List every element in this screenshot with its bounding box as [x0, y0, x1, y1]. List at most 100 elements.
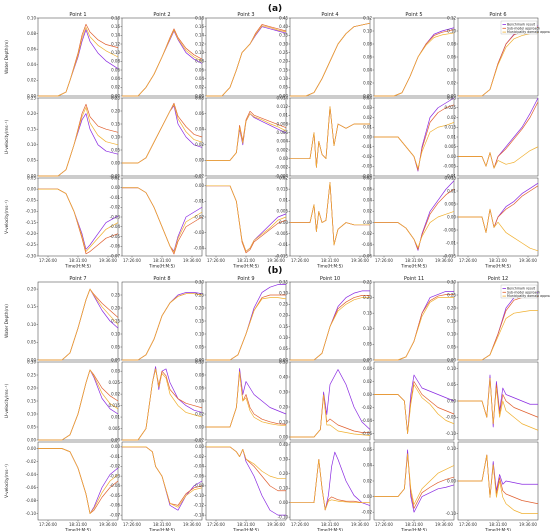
- x-tick-label: 17:26:00: [39, 522, 57, 527]
- series-benchmark: [122, 366, 203, 441]
- y-tick-label: -0.03: [110, 473, 121, 478]
- series-submodel: [38, 23, 119, 97]
- series-submodel: [374, 453, 455, 509]
- y-tick-label: 0.20: [27, 385, 36, 390]
- x-tick-label: 18:31:00: [153, 258, 171, 263]
- y-tick-label: -0.01: [446, 240, 457, 245]
- x-tick-label: 17:26:00: [459, 522, 477, 527]
- x-axis-label: Time(H:M:S): [400, 528, 427, 531]
- y-tick-label: 0.00: [111, 357, 120, 362]
- y-tick-label: 0.10: [27, 411, 36, 416]
- plot-frame: [121, 97, 203, 177]
- series-submodel: [122, 293, 203, 361]
- y-tick-label: 0.00: [447, 357, 456, 362]
- series-benchmark: [38, 448, 119, 514]
- y-tick-label: 0.12: [447, 15, 456, 20]
- y-tick-label: 0.14: [111, 33, 120, 38]
- x-tick-label: 17:26:00: [291, 522, 309, 527]
- y-tick-label: 0.06: [363, 186, 372, 191]
- y-axis-label: U-velocity(ms⁻¹): [4, 384, 9, 419]
- series-submodel: [206, 371, 287, 428]
- y-tick-label: -0.005: [275, 231, 288, 236]
- y-tick-label: 0.00: [363, 93, 372, 98]
- y-tick-label: -0.04: [362, 418, 373, 423]
- y-tick-label: 0.05: [363, 342, 372, 347]
- x-tick-label: 19:36:00: [99, 522, 117, 527]
- y-tick-label: 0.08: [363, 41, 372, 46]
- y-tick-label: 0.025: [445, 105, 457, 110]
- series-benchmark: [38, 369, 119, 441]
- series-benchmark: [290, 451, 371, 511]
- y-tick-label: -0.01: [362, 144, 373, 149]
- y-tick-label: 0.06: [363, 447, 372, 452]
- subplot-29: -0.06 -0.04 -0.02 0.00 0.02 0.04: [362, 361, 455, 441]
- y-tick-label: 0.00: [195, 357, 204, 362]
- series-municipality: [206, 371, 287, 428]
- y-tick-label: 0.00: [447, 214, 456, 219]
- subplot-title: Point 1: [69, 12, 86, 18]
- y-tick-label: 0.00: [279, 500, 288, 505]
- y-tick-label: 0.20: [279, 471, 288, 476]
- y-tick-label: 0.015: [445, 125, 457, 130]
- y-tick-label: 0.01: [111, 414, 120, 419]
- series-submodel: [206, 110, 287, 161]
- series-benchmark: [458, 182, 539, 233]
- plot-frame: [37, 361, 119, 441]
- subplot-4: Point 4 0.00 0.05 0.10 0.15 0.20 0.25 0.30 0.35 0…: [279, 12, 371, 98]
- y-tick-label: 0.00: [27, 186, 36, 191]
- y-tick-label: 0.004: [277, 139, 289, 144]
- subplot-35: -0.02 0.00 0.02 0.04 0.06 17:26:00 18:31:00 19:…: [362, 441, 455, 531]
- series-submodel: [38, 288, 119, 361]
- x-tick-label: 19:36:00: [519, 258, 537, 263]
- y-tick-label: 0.20: [279, 404, 288, 409]
- plot-frame: [205, 441, 287, 521]
- y-tick-label: 0.025: [109, 380, 121, 385]
- y-tick-label: -0.004: [275, 173, 288, 178]
- y-tick-label: 0.02: [447, 80, 456, 85]
- y-tick-label: 0.04: [195, 76, 204, 81]
- y-tick-label: 0.08: [447, 41, 456, 46]
- y-tick-label: -0.04: [26, 472, 37, 477]
- y-tick-label: 0.03: [447, 95, 456, 100]
- x-axis-label: Time(H:M:S): [64, 264, 91, 269]
- series-benchmark: [206, 185, 287, 252]
- y-tick-label: 0.10: [195, 331, 204, 336]
- y-tick-label: 0.30: [279, 457, 288, 462]
- subplot-7: 0.000.050.100.150.200.25U-velocity(ms⁻¹): [4, 95, 119, 178]
- series-benchmark: [122, 105, 203, 164]
- y-tick-label: 0.40: [279, 24, 288, 29]
- x-tick-label: 18:31:00: [405, 522, 423, 527]
- y-tick-label: -0.005: [443, 227, 456, 232]
- legend-box: [500, 20, 538, 35]
- y-tick-label: 0.00: [27, 437, 36, 442]
- y-tick-label: -0.08: [26, 498, 37, 503]
- series-benchmark: [38, 288, 119, 361]
- y-tick-label: 0.005: [277, 209, 289, 214]
- y-tick-label: -0.06: [362, 431, 373, 436]
- y-tick-label: 0.30: [195, 279, 204, 284]
- y-tick-label: -0.02: [362, 154, 373, 159]
- series-municipality: [458, 31, 539, 97]
- y-tick-label: 0.10: [363, 28, 372, 33]
- x-axis-label: Time(H:M:S): [64, 528, 91, 531]
- y-tick-label: -0.05: [26, 198, 37, 203]
- x-tick-label: 17:26:00: [459, 258, 477, 263]
- y-tick-label: -0.04: [194, 464, 205, 469]
- y-tick-label: 0.00: [447, 398, 456, 403]
- y-tick-label: 0.006: [277, 130, 289, 135]
- y-tick-label: 0.18: [195, 15, 204, 20]
- y-tick-label: 0.00: [27, 173, 36, 178]
- plot-frame: [205, 361, 287, 441]
- y-tick-label: 0.00: [195, 158, 204, 163]
- y-tick-label: 0.00: [111, 444, 120, 449]
- series-benchmark: [374, 291, 454, 361]
- y-tick-label: 0.01: [447, 188, 456, 193]
- y-tick-label: 0.00: [27, 357, 36, 362]
- x-tick-label: 18:31:00: [321, 522, 339, 527]
- subplot-21: Point 9 0.00 0.05 0.10 0.15 0.20 0.25 0.30: [195, 276, 287, 362]
- y-tick-label: 0.30: [279, 41, 288, 46]
- plot-frame: [373, 177, 455, 257]
- y-tick-label: -0.02: [110, 205, 121, 210]
- x-tick-label: 17:26:00: [207, 522, 225, 527]
- y-tick-label: 0.04: [111, 76, 120, 81]
